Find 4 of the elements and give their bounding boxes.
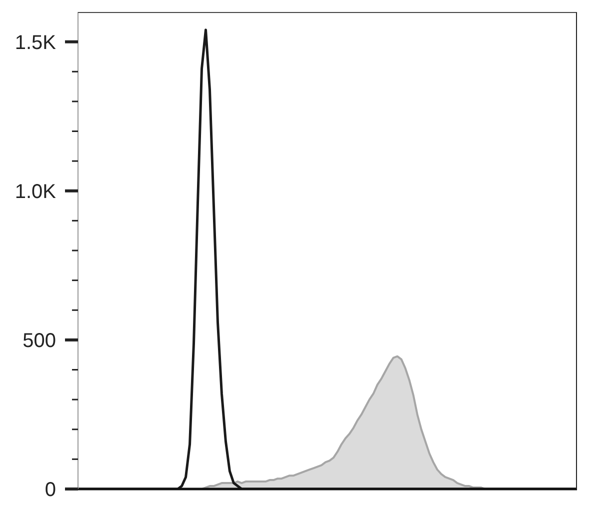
y-tick-label: 0 bbox=[44, 479, 56, 501]
y-tick-label: 1.5K bbox=[14, 32, 57, 54]
y-tick-label: 500 bbox=[22, 330, 56, 352]
y-tick-label: 1.0K bbox=[14, 180, 57, 203]
